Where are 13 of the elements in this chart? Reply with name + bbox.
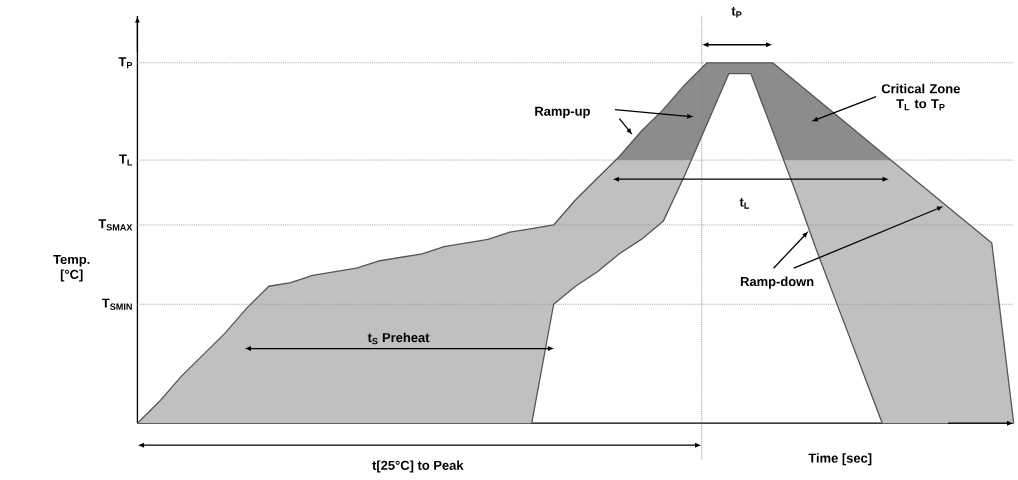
text: t$_{P}$ [731,7,742,18]
y-axis-title: Temp. [°C] [53,254,90,282]
ref-line-label: T$_{P}$ [118,57,133,69]
annotation: t$_{S}$ Preheat [367,332,430,345]
ref-line-label: T$_{SMAX}$ [98,219,133,231]
annotation: t$_{L}$ [739,198,750,209]
annotation: Ramp-down [740,276,814,289]
ref-line-label: T$_{L}$ [119,154,133,166]
annotation: Ramp-up [535,106,590,119]
annotation: Critical Zone T$_{L}$ to T$_{P}$ [881,83,960,111]
text: t[25°C] to Peak [372,460,464,473]
ref-line-label: T$_{SMIN}$ [101,298,132,310]
x-axis-title: Time [sec] [808,453,872,466]
